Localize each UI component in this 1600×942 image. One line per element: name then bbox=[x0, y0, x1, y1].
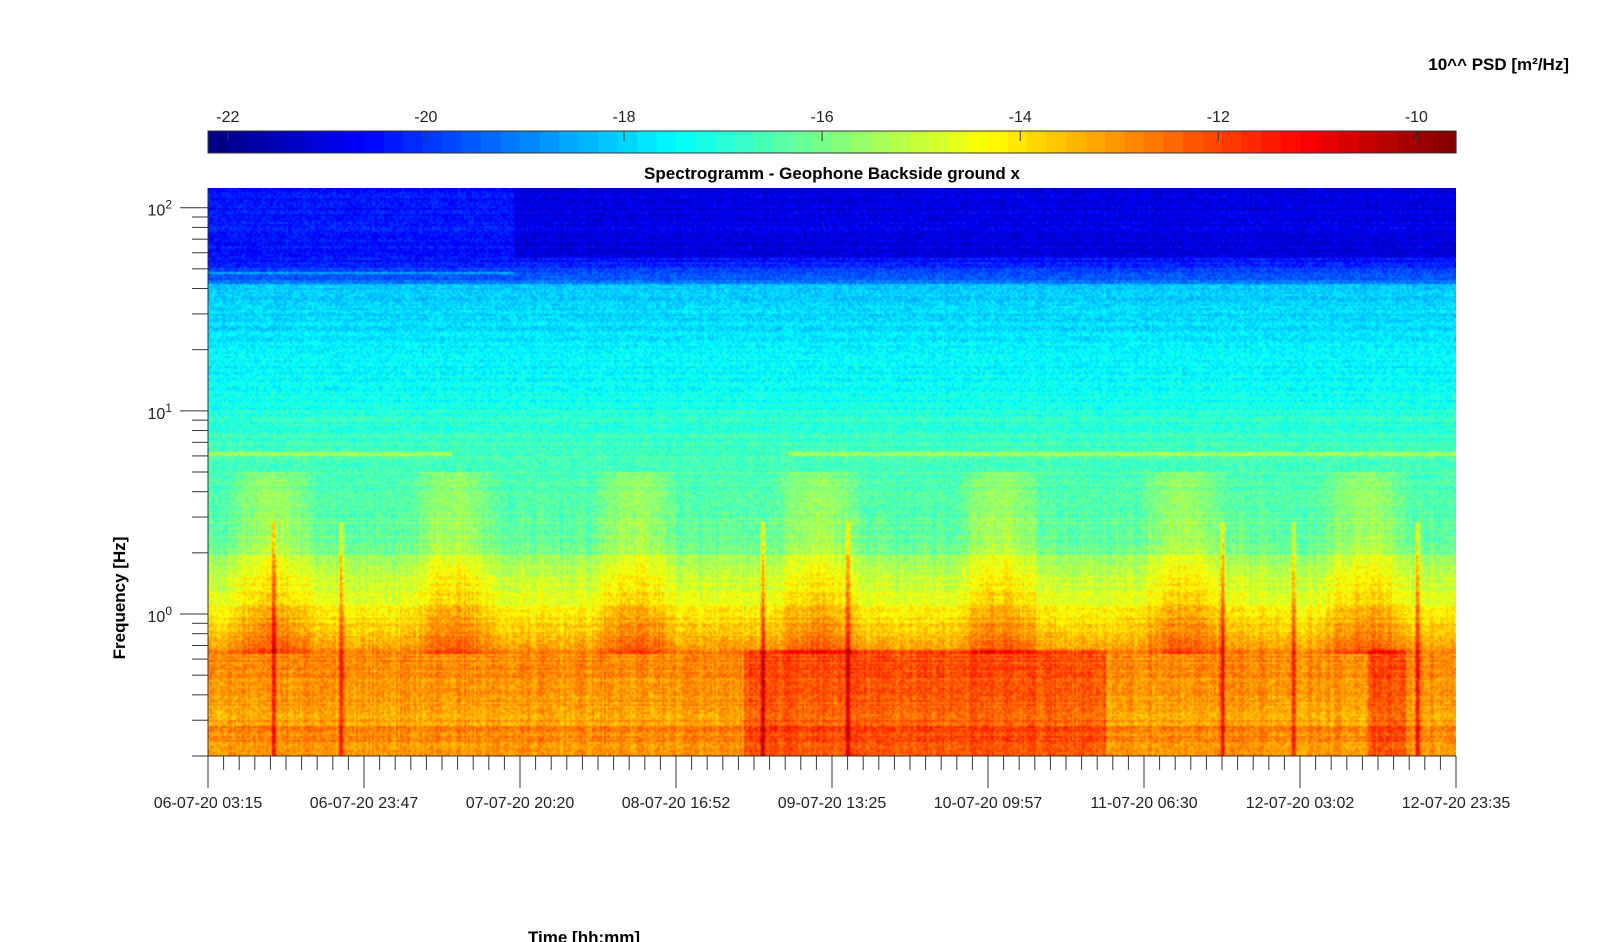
x-tick-label: 10-07-20 09:57 bbox=[934, 795, 1043, 812]
colorbar-segment bbox=[1300, 131, 1321, 153]
colorbar-segment bbox=[676, 131, 697, 153]
colorbar-tick-label: -20 bbox=[414, 109, 437, 126]
colorbar-segment bbox=[286, 131, 307, 153]
colorbar-segment bbox=[598, 131, 619, 153]
colorbar-segment bbox=[793, 131, 814, 153]
colorbar-segment bbox=[1105, 131, 1126, 153]
colorbar-segment bbox=[344, 131, 365, 153]
y-axis-title: Frequency [Hz] bbox=[110, 537, 129, 660]
colorbar-segment bbox=[1241, 131, 1262, 153]
y-tick-label: 100 bbox=[148, 604, 173, 626]
colorbar-segment bbox=[481, 131, 502, 153]
colorbar-segment bbox=[1202, 131, 1223, 153]
colorbar-segment bbox=[715, 131, 736, 153]
colorbar-segment bbox=[773, 131, 794, 153]
colorbar-tick-labels: -22 -20 -18 -16 -14 -12 -10 bbox=[216, 109, 1428, 126]
colorbar-segment bbox=[1261, 131, 1282, 153]
colorbar-frame bbox=[207, 130, 1457, 154]
colorbar-segment bbox=[988, 131, 1009, 153]
colorbar-segment bbox=[1436, 131, 1457, 153]
colorbar-segment bbox=[383, 131, 404, 153]
colorbar-segment bbox=[442, 131, 463, 153]
colorbar-label: 10^^ PSD [m²/Hz] bbox=[1428, 55, 1569, 74]
colorbar-segment bbox=[422, 131, 443, 153]
colorbar-segment bbox=[1280, 131, 1301, 153]
colorbar-tick-label: -10 bbox=[1405, 109, 1428, 126]
colorbar-segment bbox=[266, 131, 287, 153]
colorbar-segment bbox=[1183, 131, 1204, 153]
colorbar-segment bbox=[1027, 131, 1048, 153]
colorbar-segment bbox=[734, 131, 755, 153]
colorbar-segment bbox=[754, 131, 775, 153]
colorbar-segment bbox=[851, 131, 872, 153]
colorbar-segment bbox=[1144, 131, 1165, 153]
colorbar-segment bbox=[364, 131, 385, 153]
colorbar-segment bbox=[1046, 131, 1067, 153]
colorbar-segment bbox=[656, 131, 677, 153]
colorbar-segment bbox=[637, 131, 658, 153]
colorbar-tick-label: -22 bbox=[216, 109, 239, 126]
colorbar-tick-label: -18 bbox=[612, 109, 635, 126]
x-tick-label: 09-07-20 13:25 bbox=[778, 795, 887, 812]
colorbar-segment bbox=[227, 131, 248, 153]
colorbar-segment bbox=[1417, 131, 1438, 153]
x-tick-label: 11-07-20 06:30 bbox=[1090, 795, 1197, 812]
colorbar-segment bbox=[695, 131, 716, 153]
colorbar-segment bbox=[910, 131, 931, 153]
colorbar-segment bbox=[1066, 131, 1087, 153]
colorbar-segment bbox=[812, 131, 833, 153]
colorbar-segment bbox=[403, 131, 424, 153]
x-tick-label: 06-07-20 03:15 bbox=[154, 795, 263, 812]
x-tick-label: 12-07-20 23:35 bbox=[1402, 795, 1511, 812]
colorbar-ticks bbox=[227, 131, 1417, 141]
colorbar-segment bbox=[1358, 131, 1379, 153]
colorbar-segment bbox=[617, 131, 638, 153]
colorbar-segment bbox=[559, 131, 580, 153]
y-tick-label: 101 bbox=[148, 401, 173, 423]
colorbar-segment bbox=[539, 131, 560, 153]
colorbar-segment bbox=[208, 131, 229, 153]
colorbar-segment bbox=[461, 131, 482, 153]
colorbar-segment bbox=[1339, 131, 1360, 153]
colorbar-tick-label: -14 bbox=[1009, 109, 1032, 126]
colorbar-segment bbox=[1378, 131, 1399, 153]
colorbar-segment bbox=[832, 131, 853, 153]
colorbar-segment bbox=[1319, 131, 1340, 153]
colorbar-segment bbox=[871, 131, 892, 153]
y-axis: 102 101 100 bbox=[148, 188, 209, 757]
spectrogram-heatmap bbox=[208, 188, 1456, 756]
colorbar-segment bbox=[968, 131, 989, 153]
colorbar-segment bbox=[1222, 131, 1243, 153]
colorbar-segment bbox=[1085, 131, 1106, 153]
colorbar-segment bbox=[520, 131, 541, 153]
colorbar-tick-label: -12 bbox=[1207, 109, 1230, 126]
colorbar bbox=[208, 131, 1457, 153]
x-tick-label: 08-07-20 16:52 bbox=[622, 795, 731, 812]
colorbar-segment bbox=[305, 131, 326, 153]
colorbar-segment bbox=[929, 131, 950, 153]
chart-title: Spectrogramm - Geophone Backside ground … bbox=[644, 164, 1021, 183]
colorbar-segment bbox=[890, 131, 911, 153]
x-axis-title: Time [hh:mm] bbox=[528, 928, 640, 942]
colorbar-segment bbox=[325, 131, 346, 153]
x-tick-label: 07-07-20 20:20 bbox=[466, 795, 575, 812]
colorbar-segment bbox=[578, 131, 599, 153]
colorbar-segment bbox=[500, 131, 521, 153]
x-tick-label: 06-07-20 23:47 bbox=[310, 795, 419, 812]
colorbar-segment bbox=[1124, 131, 1145, 153]
x-axis: 06-07-20 03:15 06-07-20 23:47 07-07-20 20:… bbox=[154, 755, 1511, 812]
colorbar-segment bbox=[1397, 131, 1418, 153]
colorbar-tick-label: -16 bbox=[811, 109, 834, 126]
colorbar-segment bbox=[1163, 131, 1184, 153]
colorbar-segment bbox=[1007, 131, 1028, 153]
colorbar-segment bbox=[247, 131, 268, 153]
x-tick-label: 12-07-20 03:02 bbox=[1246, 795, 1355, 812]
colorbar-segment bbox=[949, 131, 970, 153]
y-tick-label: 102 bbox=[148, 198, 173, 220]
